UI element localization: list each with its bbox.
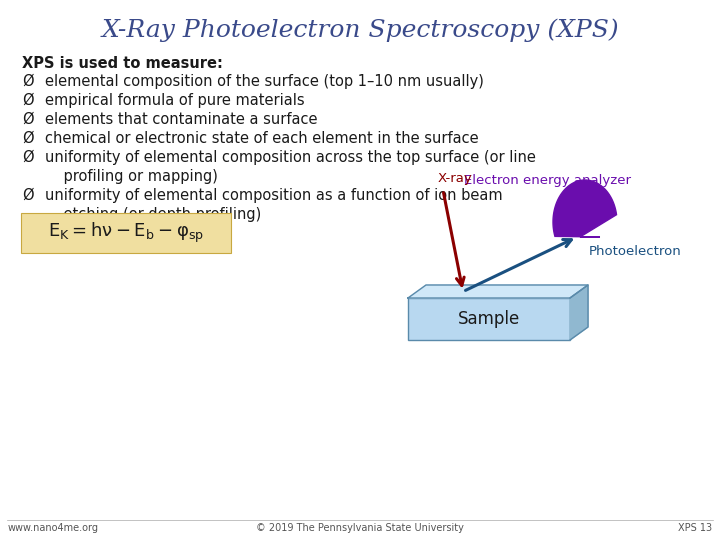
Text: XPS 13: XPS 13 (678, 523, 712, 533)
Text: www.nano4me.org: www.nano4me.org (8, 523, 99, 533)
Text: profiling or mapping): profiling or mapping) (45, 169, 218, 184)
FancyBboxPatch shape (21, 213, 231, 253)
Polygon shape (570, 285, 588, 340)
Text: uniformity of elemental composition across the top surface (or line: uniformity of elemental composition acro… (45, 150, 536, 165)
Text: Ø: Ø (22, 131, 34, 146)
Text: empirical formula of pure materials: empirical formula of pure materials (45, 93, 305, 108)
Text: elemental composition of the surface (top 1–10 nm usually): elemental composition of the surface (to… (45, 74, 484, 89)
Text: chemical or electronic state of each element in the surface: chemical or electronic state of each ele… (45, 131, 479, 146)
Text: XPS is used to measure:: XPS is used to measure: (22, 56, 223, 71)
Text: elements that contaminate a surface: elements that contaminate a surface (45, 112, 318, 127)
Text: uniformity of elemental composition as a function of ion beam: uniformity of elemental composition as a… (45, 188, 503, 203)
Bar (408, 298, 570, 340)
Text: etching (or depth profiling): etching (or depth profiling) (45, 207, 261, 222)
Text: X-ray: X-ray (438, 172, 473, 185)
Text: Electron energy analyzer: Electron energy analyzer (464, 174, 631, 187)
Text: Ø: Ø (22, 74, 34, 89)
Polygon shape (553, 180, 616, 237)
Text: © 2019 The Pennsylvania State University: © 2019 The Pennsylvania State University (256, 523, 464, 533)
Text: X-Ray Photoelectron Spectroscopy (XPS): X-Ray Photoelectron Spectroscopy (XPS) (102, 18, 618, 42)
Text: Sample: Sample (458, 310, 520, 328)
Text: Photoelectron: Photoelectron (589, 245, 682, 258)
Text: Ø: Ø (22, 93, 34, 108)
Text: $\mathrm{E_K = h\nu - E_b - \varphi_{sp}}$: $\mathrm{E_K = h\nu - E_b - \varphi_{sp}… (48, 221, 204, 245)
Text: Ø: Ø (22, 150, 34, 165)
Text: Ø: Ø (22, 112, 34, 127)
Text: Ø: Ø (22, 188, 34, 203)
Polygon shape (408, 285, 588, 298)
